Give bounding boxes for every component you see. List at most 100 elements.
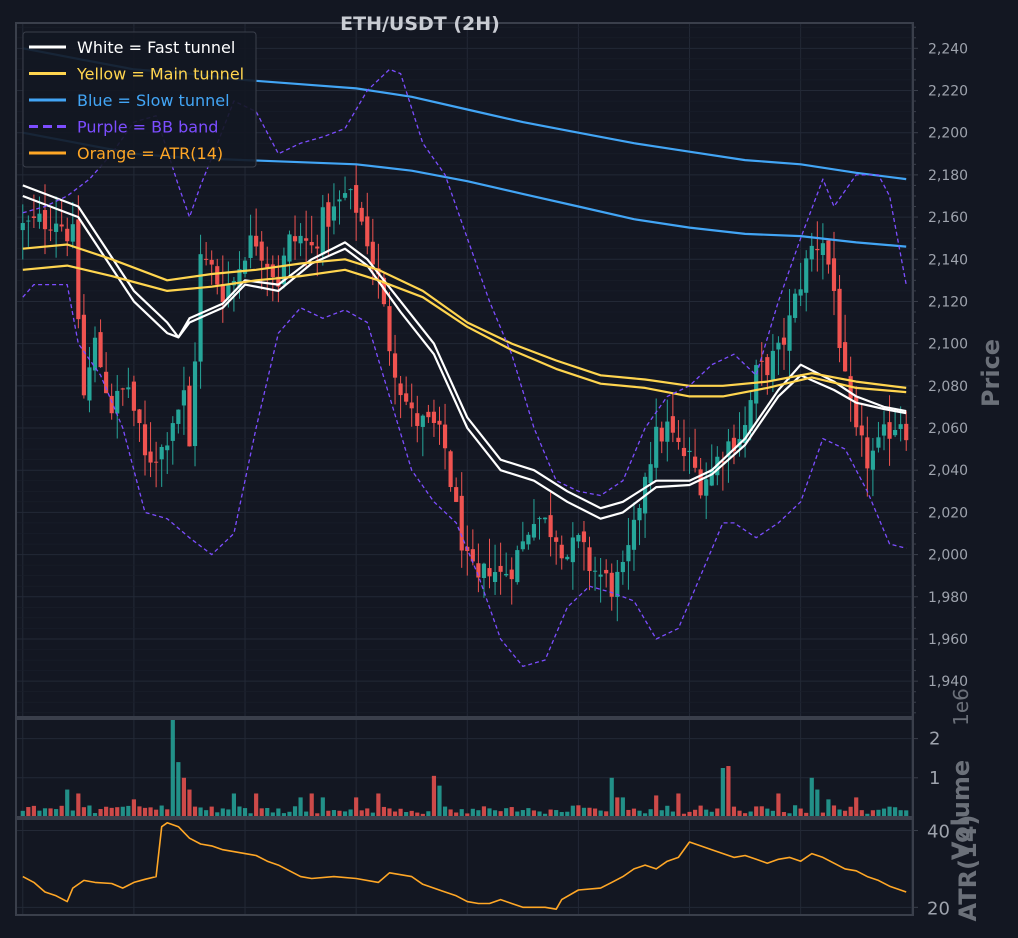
candle-body: [81, 314, 86, 396]
volume-bar: [392, 811, 398, 817]
candle-body: [48, 229, 53, 231]
candle-body: [337, 199, 342, 202]
candle-body: [342, 193, 348, 198]
volume-bar: [526, 808, 531, 817]
volume-bar: [115, 807, 120, 817]
volume-bar: [31, 805, 36, 817]
candle-body: [759, 360, 764, 362]
volume-bar: [26, 807, 31, 817]
price-tick-label: 2,000: [928, 548, 968, 564]
candle-body: [770, 350, 775, 380]
candle-body: [826, 240, 831, 265]
atr-tick-label: 40: [927, 822, 950, 843]
volume-bar: [259, 808, 264, 817]
volume-bar: [581, 807, 587, 817]
candle-body: [98, 332, 103, 368]
volume-bar: [504, 808, 509, 817]
price-tick-label: 2,160: [928, 210, 968, 226]
candle-body: [781, 337, 787, 345]
volume-bar: [137, 806, 142, 817]
volume-bar: [87, 805, 92, 817]
candle-body: [754, 365, 759, 404]
volume-bar: [215, 812, 220, 817]
candle-body: [687, 450, 692, 453]
price-tick-label: 2,180: [928, 168, 968, 184]
volume-bar: [726, 766, 731, 817]
candle-body: [793, 293, 798, 318]
candle-body: [204, 258, 209, 260]
candle-body: [131, 381, 136, 411]
candle-body: [548, 515, 553, 538]
volume-bar: [48, 808, 53, 817]
candle-body: [492, 572, 498, 582]
candle-body: [392, 353, 398, 378]
volume-bar: [454, 812, 459, 817]
candle-body: [292, 236, 298, 242]
price-panel-frame: [15, 22, 914, 718]
volume-bar: [515, 811, 520, 817]
candle-body: [487, 568, 492, 577]
volume-bar: [848, 806, 853, 817]
volume-bar: [131, 799, 136, 817]
volume-bar: [154, 809, 159, 817]
candle-body: [526, 534, 531, 545]
price-tick-label: 2,220: [928, 84, 968, 100]
main-tunnel-line: [22, 243, 907, 389]
candle-body: [109, 395, 114, 414]
candle-body: [681, 447, 687, 457]
candle-body: [237, 269, 242, 288]
volume-bar: [54, 809, 59, 817]
volume-bar: [604, 811, 609, 817]
candle-body: [70, 224, 75, 242]
volume-bar: [354, 797, 359, 817]
volume-bar: [498, 811, 503, 817]
candle-body: [476, 563, 481, 578]
candle-body: [265, 263, 270, 268]
candle-body: [259, 241, 264, 261]
candle-body: [804, 258, 809, 293]
legend-label: Yellow = Main tunnel: [76, 65, 244, 84]
volume-bar: [104, 806, 109, 817]
candle-body: [331, 206, 337, 221]
volume-bar: [398, 808, 403, 817]
price-tick-label: 1,940: [928, 674, 968, 690]
volume-bar: [181, 777, 186, 817]
volume-bar: [187, 789, 192, 817]
price-tick-label: 2,120: [928, 294, 968, 310]
candle-body: [592, 570, 598, 572]
candle-body: [654, 426, 659, 468]
volume-bar: [376, 793, 381, 817]
candle-body: [381, 277, 387, 305]
volume-bar: [276, 808, 281, 817]
candle-body: [281, 255, 287, 285]
volume-bar: [542, 813, 548, 817]
candle-body: [26, 220, 31, 222]
volume-bar: [887, 806, 892, 817]
volume-bar: [326, 810, 331, 817]
volume-bar: [798, 808, 803, 817]
volume-bar: [748, 811, 753, 817]
candle-body: [287, 234, 292, 262]
volume-bar: [492, 810, 498, 817]
candle-body: [398, 383, 403, 396]
candle-body: [181, 390, 186, 406]
volume-bar: [598, 810, 603, 817]
volume-bar: [737, 810, 742, 817]
volume-bar: [342, 811, 348, 817]
volume-bar: [870, 810, 875, 817]
volume-bar: [287, 811, 292, 817]
volume-bar: [709, 811, 714, 817]
volume-bar: [859, 810, 864, 817]
volume-bar: [904, 810, 909, 817]
volume-bar: [776, 793, 781, 817]
candle-body: [409, 402, 414, 409]
candle-body: [893, 429, 898, 436]
volume-bar: [198, 807, 203, 817]
volume-bar: [348, 809, 353, 817]
candle-body: [448, 451, 453, 488]
candle-body: [870, 450, 875, 470]
candle-body: [798, 289, 803, 296]
main-tunnel-line: [22, 264, 907, 398]
candle-body: [542, 517, 548, 520]
